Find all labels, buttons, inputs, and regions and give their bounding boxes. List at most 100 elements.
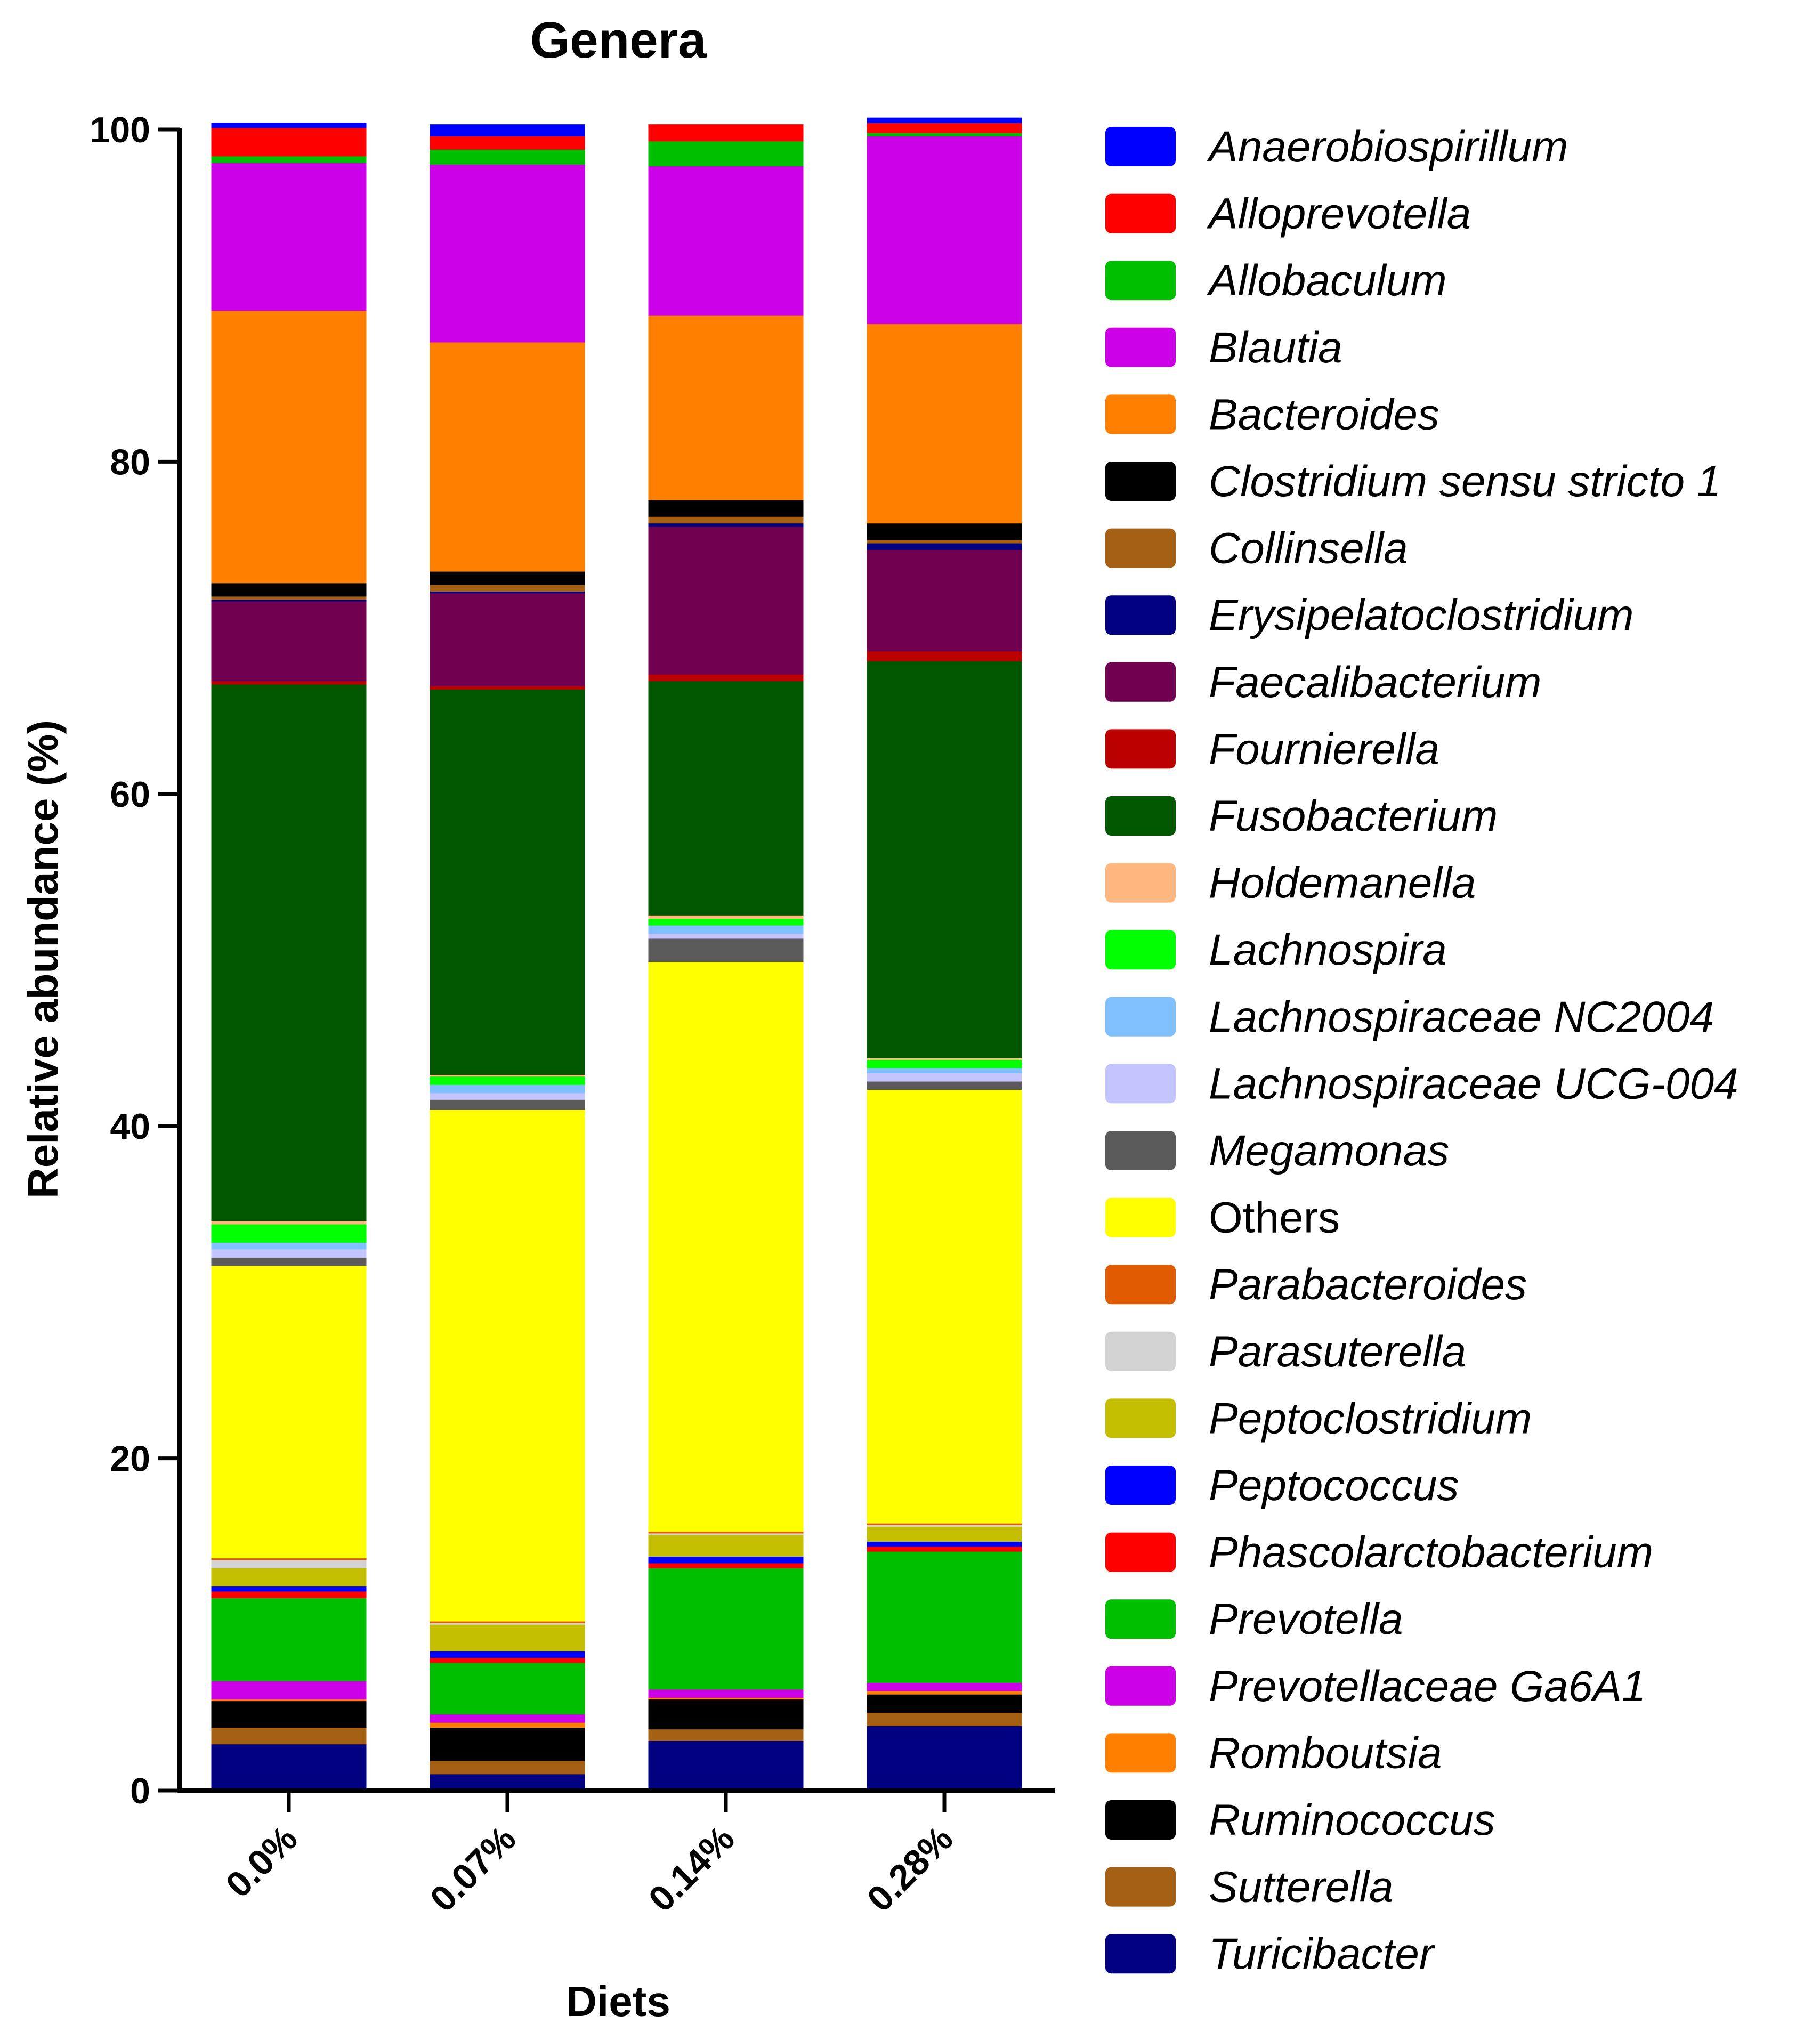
bar-segment [648,166,804,316]
legend-label: Allobaculum [1206,256,1447,305]
bar-segment [211,1680,367,1700]
chart-title: Genera [530,12,707,69]
bar-segment [867,1712,1022,1726]
bar-segment [648,1699,804,1730]
bar-segment [211,1257,367,1266]
legend-label: Peptoclostridium [1209,1394,1532,1443]
bar-segment [430,1109,585,1622]
legend-swatch [1105,1265,1176,1305]
bar-segment [867,1089,1022,1524]
bar-segment [430,135,585,150]
legend-swatch [1105,127,1176,166]
bar-segment [430,1774,585,1791]
legend-swatch [1105,930,1176,970]
bar-segment [867,1541,1022,1547]
x-axis-label: Diets [566,1978,670,2025]
bar-segment [211,1591,367,1598]
bar-segment [648,526,804,675]
bar-segment [211,1586,367,1592]
legend-label: Collinsella [1209,524,1408,573]
legend-swatch [1105,1197,1176,1237]
bar-segment [648,933,804,939]
bar-segment [648,141,804,167]
bar-segment [648,1740,804,1791]
bar-segment [211,684,367,1221]
legend-swatch [1105,1064,1176,1104]
bar-segment [211,1265,367,1559]
bar-segment [867,1059,1022,1068]
bar-segment [867,1694,1022,1713]
bar-segment [211,1249,367,1258]
bar-segment [211,596,367,600]
legend-swatch [1105,662,1176,702]
bar-segment [867,549,1022,652]
bar-segment [867,117,1022,124]
legend-label: Parasuterella [1209,1327,1466,1376]
legend-label: Sutterella [1209,1863,1393,1912]
legend-swatch [1105,1331,1176,1371]
legend-swatch [1105,729,1176,769]
legend-label: Turicibacter [1209,1930,1436,1978]
bar-segment [430,1084,585,1094]
legend-swatch [1105,863,1176,903]
bar-segment [430,1092,585,1100]
bar-segment [430,1760,585,1775]
y-tick-label: 20 [110,1439,150,1479]
bar-segment [648,674,804,682]
bar-segment [867,651,1022,661]
legend-label: Anaerobiospirillum [1206,123,1568,171]
bar-segment [211,123,367,128]
bar-segment [648,1567,804,1690]
legend-label: Erysipelatoclostridium [1209,591,1634,639]
y-axis-label: Relative abundance (%) [19,720,67,1199]
bar-segment [430,571,585,585]
bar-segment [867,1690,1022,1695]
bar-segment [867,1067,1022,1073]
legend-swatch [1105,327,1176,367]
bar-segment [430,1657,585,1663]
bar-segment [648,925,804,934]
bar-segment [867,323,1022,524]
bar-segment [867,1551,1022,1683]
bar-segment [211,601,367,682]
bar-segment [867,660,1022,1058]
legend-label: Alloprevotella [1206,190,1471,238]
bar-segment [867,1682,1022,1691]
bar-segment [648,516,804,524]
bar-segment [867,1526,1022,1542]
legend-label: Faecalibacterium [1209,658,1541,707]
bar-segment [430,1714,585,1723]
bar-segment [211,1242,367,1250]
legend: Anaerobiospirillum Alloprevotella Allobacu… [1105,123,1738,1978]
bar-segment [648,918,804,926]
legend-label: Lachnospiraceae UCG-004 [1209,1059,1738,1108]
bar-segment [430,1662,585,1715]
y-tick-label: 80 [110,442,150,482]
bar-segment [211,1559,367,1568]
bar-segment [648,1563,804,1568]
legend-label: Lachnospira [1209,926,1447,974]
bar-segment [867,1081,1022,1090]
legend-swatch [1105,1800,1176,1840]
bar-segment [211,1744,367,1791]
legend-swatch [1105,1532,1176,1572]
legend-label: Others [1209,1194,1340,1242]
legend-label: Prevotella [1209,1595,1403,1644]
bar-segment [211,127,367,157]
bar-segment [211,1597,367,1681]
bar-segment [430,689,585,1075]
bar-segment [430,1650,585,1658]
legend-label: Fusobacterium [1209,792,1498,840]
legend-swatch [1105,1599,1176,1639]
legend-label: Parabacteroides [1209,1260,1527,1309]
legend-label: Romboutsia [1209,1729,1442,1777]
legend-label: Bacteroides [1209,390,1439,439]
bar-segment [648,1729,804,1741]
legend-swatch [1105,462,1176,501]
legend-swatch [1105,997,1176,1037]
bar-segment [430,685,585,690]
legend-label: Lachnospiraceae NC2004 [1209,993,1714,1041]
legend-swatch [1105,595,1176,635]
legend-swatch [1105,796,1176,836]
